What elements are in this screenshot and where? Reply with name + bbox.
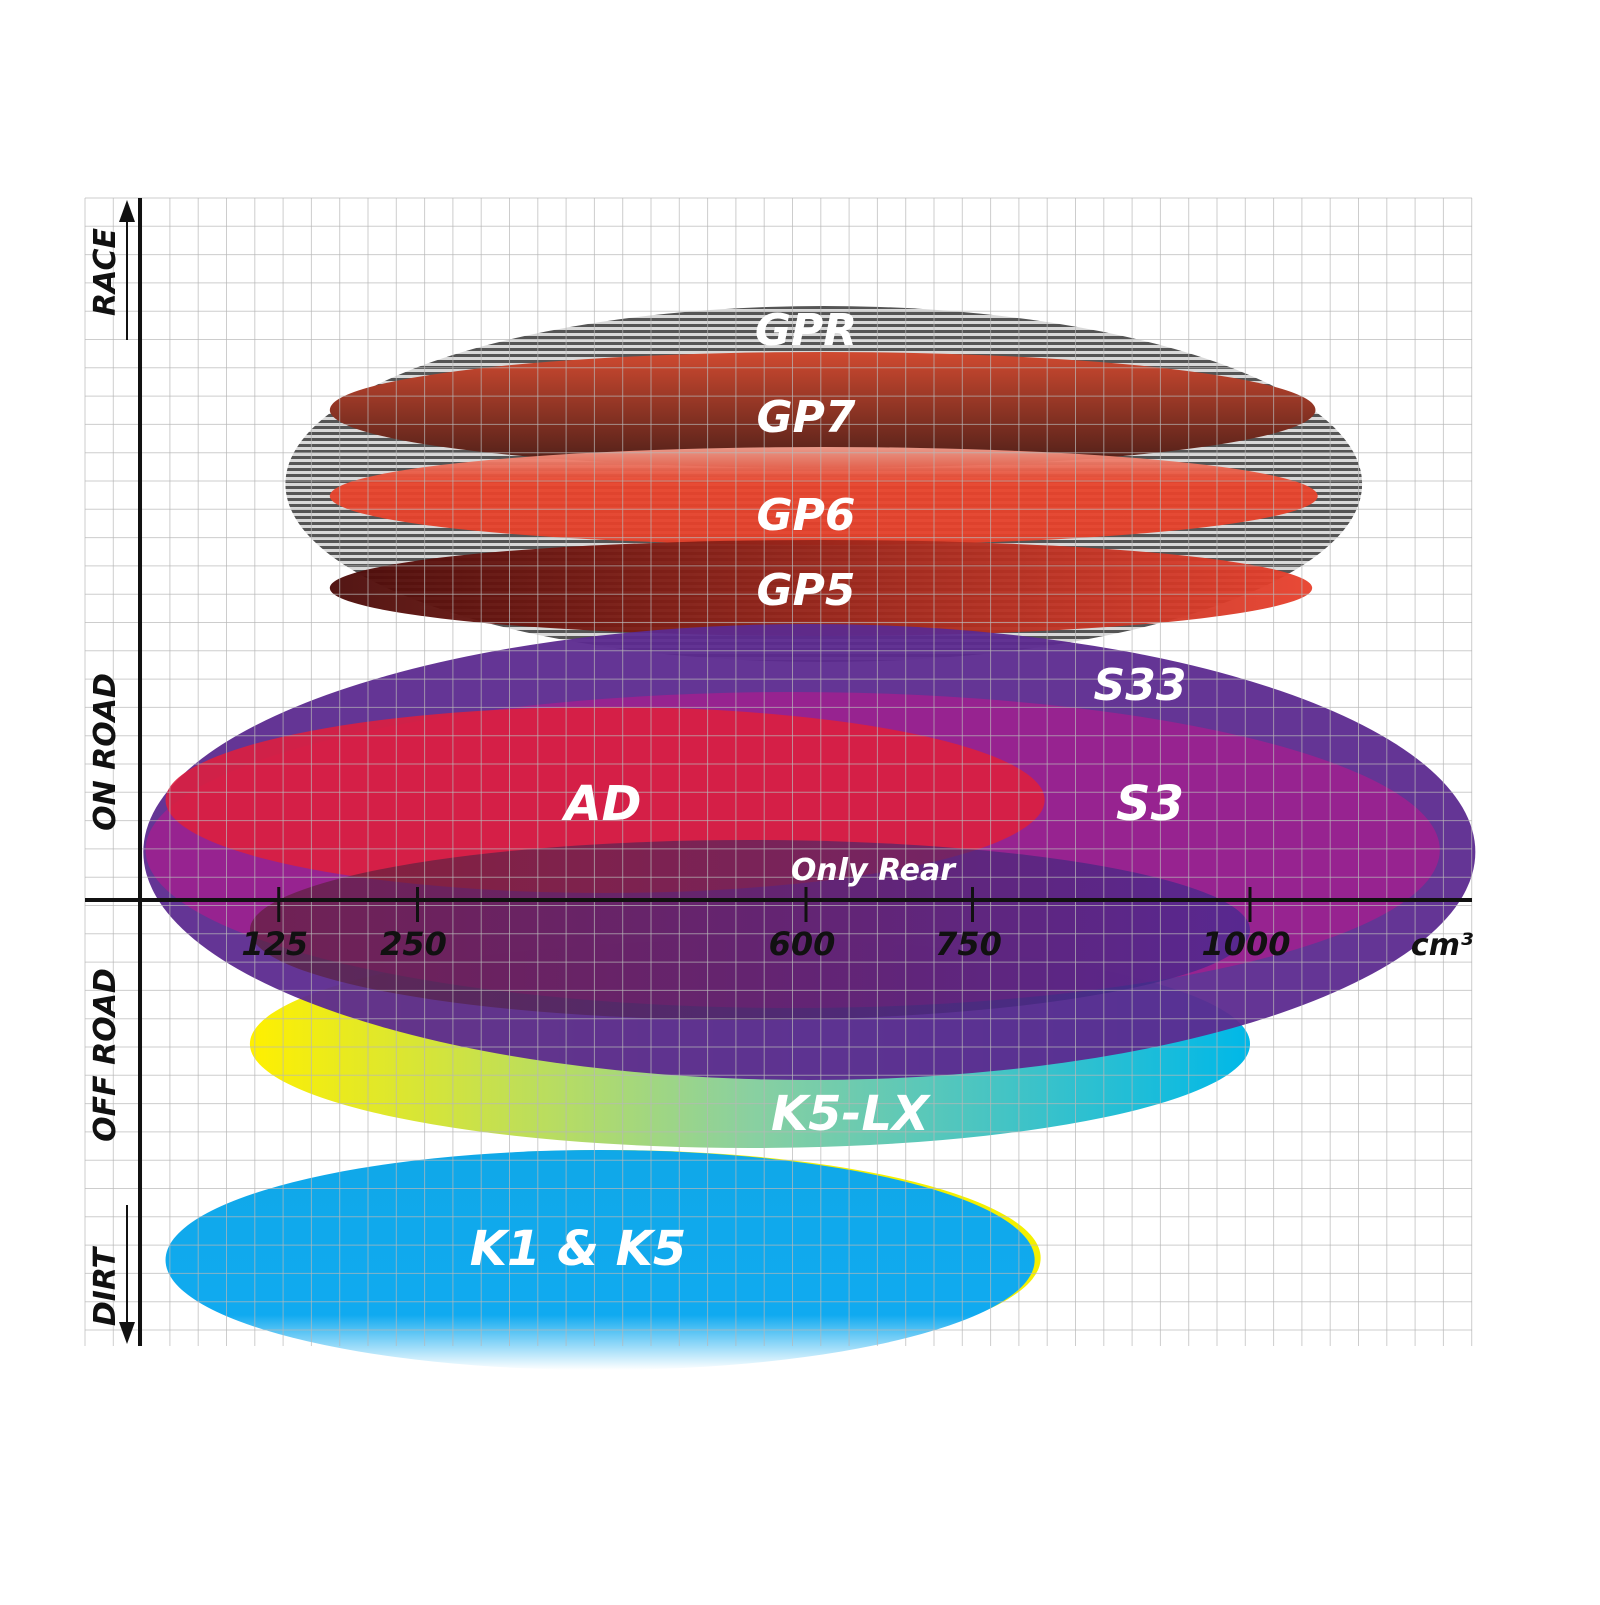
ellipse-gp7 xyxy=(329,352,1316,468)
y-category-label: ON ROAD xyxy=(88,673,123,831)
x-tick-label: 125 xyxy=(241,925,308,963)
series-label: S3 xyxy=(1116,776,1184,832)
x-tick-label: 750 xyxy=(935,925,1002,963)
y-category-label: RACE xyxy=(88,228,123,316)
series-label: AD xyxy=(561,776,642,832)
series-label: S33 xyxy=(1094,660,1187,711)
ellipse-only-rear xyxy=(249,840,1250,1020)
y-category-label: OFF ROAD xyxy=(88,968,123,1142)
x-tick-label: 1000 xyxy=(1201,925,1290,963)
series-label: K1 & K5 xyxy=(470,1221,686,1277)
y-category-label: DIRT xyxy=(88,1245,123,1326)
race-arrow-head xyxy=(119,200,135,222)
series-label: GPR xyxy=(755,305,857,356)
series-label: GP5 xyxy=(757,565,856,616)
ellipse-k1-k5 xyxy=(165,1150,1035,1370)
grid xyxy=(84,197,1473,1346)
series-label: GP7 xyxy=(757,392,856,443)
dirt-arrow-head xyxy=(119,1322,135,1344)
ellipse-gp6 xyxy=(329,447,1318,545)
x-tick-label: 250 xyxy=(380,925,447,963)
series-label: K5-LX xyxy=(771,1086,931,1142)
series-label: Only Rear xyxy=(791,853,957,888)
x-unit-label: cm³ xyxy=(1411,928,1473,963)
series-label: GP6 xyxy=(757,490,856,541)
x-tick-label: 600 xyxy=(769,925,836,963)
